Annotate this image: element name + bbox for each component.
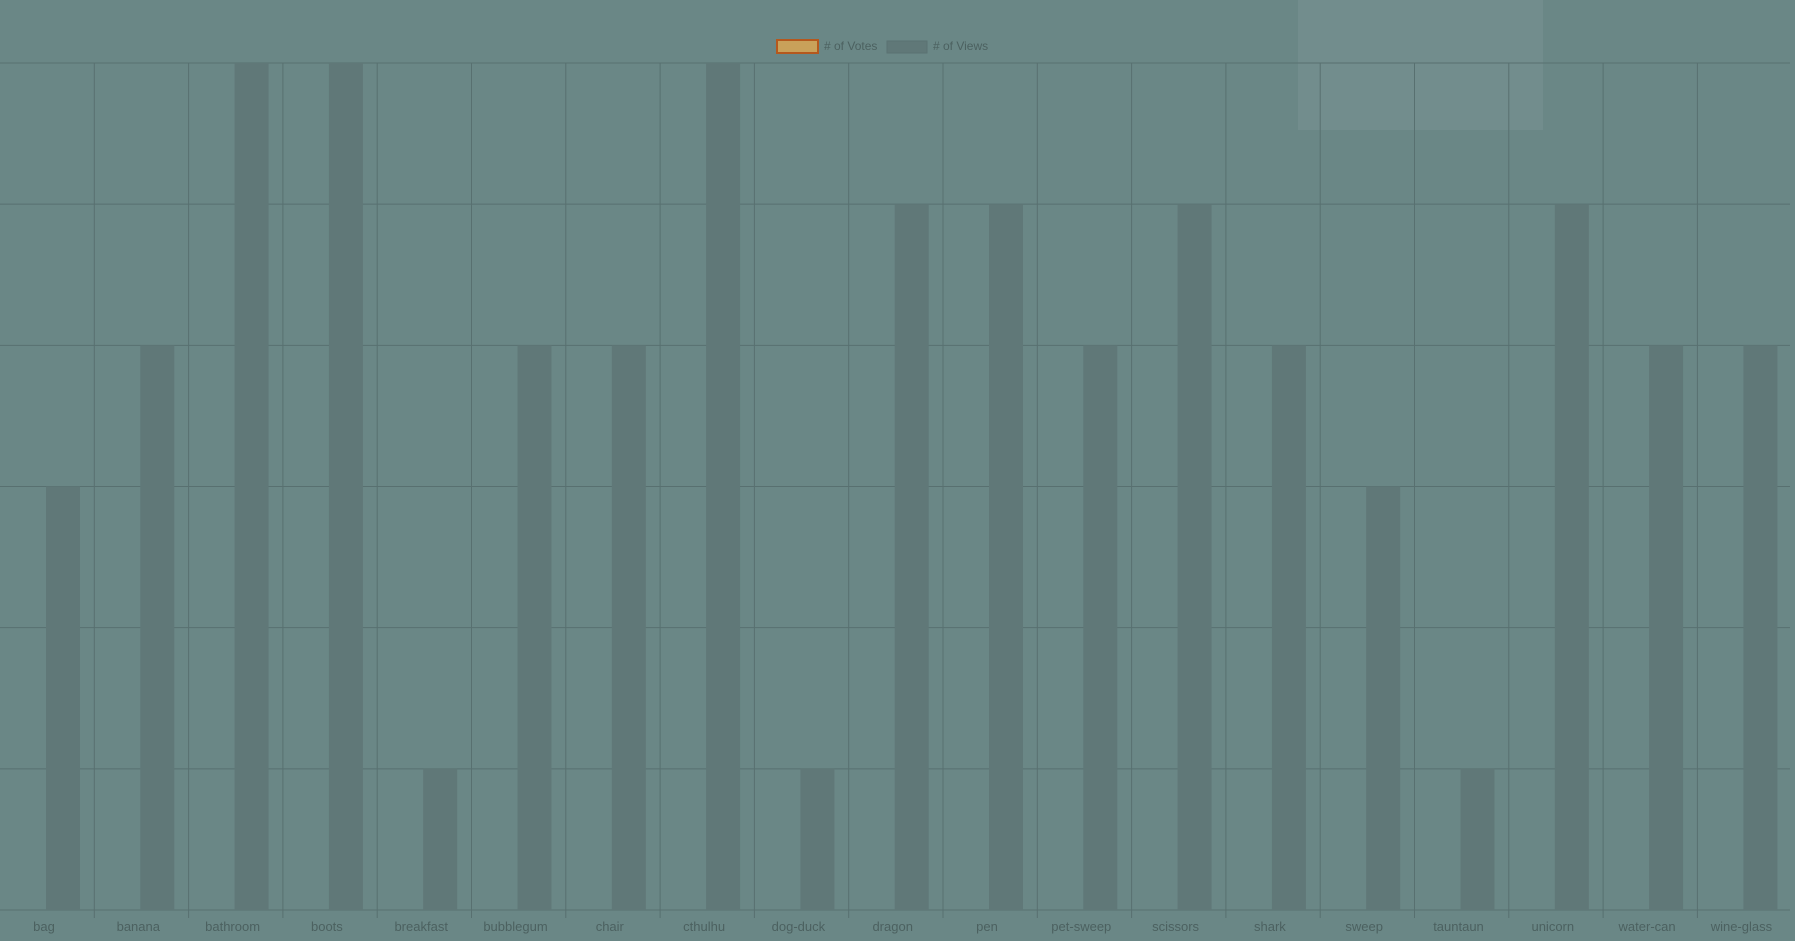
bar-views-shark[interactable] [1271, 345, 1306, 910]
x-tick-label: tauntaun [1433, 919, 1484, 934]
legend-swatch-views [886, 40, 928, 54]
bar-views-pen[interactable] [989, 204, 1023, 910]
x-tick-label: cthulhu [683, 919, 725, 934]
legend-item-votes[interactable]: # of Votes [776, 39, 877, 54]
x-tick-label: breakfast [394, 919, 448, 934]
bar-views-dog-duck[interactable] [800, 768, 835, 910]
x-tick-label: scissors [1152, 919, 1199, 934]
x-axis-tick-labels: bag banana bathroom boots breakfast bubblegum… [33, 919, 1772, 934]
bars [46, 63, 1778, 911]
bar-views-wine-glass[interactable] [1743, 345, 1778, 910]
bar-views-cthulhu[interactable] [706, 63, 741, 910]
x-tick-label: dog-duck [772, 919, 826, 934]
x-tick-label: pen [976, 919, 998, 934]
legend-item-views[interactable]: # of Views [886, 39, 988, 54]
bar-views-breakfast[interactable] [423, 768, 458, 910]
x-tick-label: pet-sweep [1051, 919, 1111, 934]
bar-views-water-can[interactable] [1649, 345, 1684, 910]
bar-views-dragon[interactable] [894, 204, 929, 910]
x-tick-label: bag [33, 919, 55, 934]
x-tick-label: banana [117, 919, 161, 934]
x-tick-label: boots [311, 919, 343, 934]
x-tick-label: wine-glass [1710, 919, 1773, 934]
grid-lines [0, 62, 1790, 918]
legend-label-views: # of Views [933, 39, 988, 53]
legend-label-votes: # of Votes [824, 39, 877, 53]
x-tick-label: unicorn [1531, 919, 1574, 934]
x-tick-label: dragon [872, 919, 912, 934]
bar-views-bag[interactable] [46, 486, 80, 911]
bar-views-pet-sweep[interactable] [1083, 345, 1118, 910]
bar-views-banana[interactable] [140, 345, 175, 910]
bar-views-unicorn[interactable] [1554, 204, 1589, 910]
bar-views-bathroom[interactable] [234, 63, 269, 910]
x-tick-label: shark [1254, 919, 1286, 934]
legend: # of Votes # of Views [776, 39, 988, 54]
bar-views-sweep[interactable] [1366, 486, 1401, 911]
x-tick-label: bubblegum [483, 919, 547, 934]
bar-views-chair[interactable] [611, 345, 646, 910]
bar-views-boots[interactable] [328, 63, 363, 910]
bar-views-tauntaun[interactable] [1460, 768, 1495, 910]
x-tick-label: sweep [1345, 919, 1383, 934]
bar-views-bubblegum[interactable] [517, 345, 552, 910]
x-tick-label: water-can [1618, 919, 1676, 934]
x-tick-label: chair [596, 919, 625, 934]
x-tick-label: bathroom [205, 919, 260, 934]
tooltip-overlay [1298, 0, 1543, 130]
bar-views-scissors[interactable] [1177, 204, 1212, 910]
legend-swatch-votes [776, 39, 819, 54]
